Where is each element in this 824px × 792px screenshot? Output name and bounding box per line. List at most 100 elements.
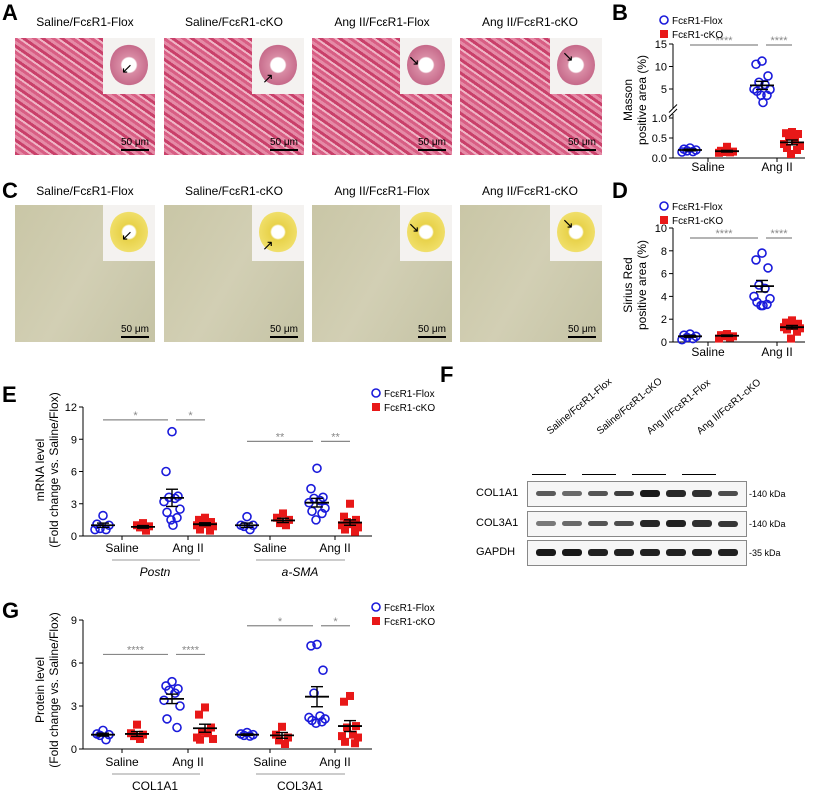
scale-bar-label: 50 μm: [121, 137, 149, 148]
blot-band: [562, 549, 582, 556]
significance-stars: *: [133, 410, 138, 422]
scale-bar: 50 μm: [568, 137, 596, 151]
data-point-cko: [349, 730, 357, 739]
scale-bar-label: 50 μm: [270, 137, 298, 148]
blot-band: [640, 549, 660, 556]
data-point-cko: [341, 737, 349, 746]
data-point-cko: [351, 527, 359, 536]
data-point-cko: [133, 720, 141, 729]
legend-flox-marker: [659, 201, 669, 211]
scale-bar: 50 μm: [270, 324, 298, 338]
data-point-flox: [162, 714, 172, 724]
x-tick-label: Ang II: [319, 755, 350, 769]
data-point-cko: [136, 734, 144, 743]
data-point-flox: [317, 508, 327, 519]
data-point-cko: [338, 521, 346, 530]
data-point-cko: [201, 703, 209, 712]
blot-strip-col3a1: [527, 511, 747, 537]
legend-flox-marker: [659, 15, 669, 25]
data-point-flox: [304, 712, 314, 723]
data-point-flox: [315, 711, 325, 721]
data-point-cko: [349, 520, 357, 529]
y-tick-label: 0: [71, 744, 77, 756]
data-point-cko: [785, 132, 793, 140]
y-tick-label: 0: [71, 531, 77, 543]
data-point-cko: [206, 526, 214, 535]
data-point-flox: [758, 300, 768, 311]
data-point-flox: [320, 503, 330, 513]
heart-cross-section: [259, 211, 297, 253]
x-tick-label: Saline: [691, 160, 725, 174]
blot-band: [692, 490, 712, 497]
blot-band: [640, 520, 660, 527]
heart-cross-section: [407, 211, 445, 253]
data-point-cko: [715, 148, 723, 157]
blot-band: [562, 491, 582, 496]
group-title: Ang II/FcεR1-Flox: [334, 184, 430, 198]
legend-cko-marker: [660, 30, 668, 38]
blot-band: [614, 490, 634, 497]
gene-label: a-SMA: [282, 565, 319, 579]
data-point-cko: [195, 710, 203, 719]
y-axis-title: positive area (%): [635, 240, 649, 330]
arrow-icon: ↘: [408, 52, 420, 68]
data-point-flox: [677, 147, 687, 157]
data-point-cko: [793, 327, 801, 336]
data-point-flox: [312, 463, 322, 474]
gene-label: COL3A1: [277, 779, 323, 792]
data-point-cko: [139, 519, 147, 528]
y-tick-label: 12: [65, 402, 77, 414]
y-tick-label: 0.0: [652, 153, 667, 165]
y-tick-label: 3: [71, 499, 77, 511]
data-point-flox: [242, 511, 252, 522]
y-tick-label: 1.0: [652, 113, 667, 125]
panel-label-e: E: [2, 382, 17, 407]
data-point-flox: [170, 688, 180, 698]
heart-section-inset: ↙: [103, 38, 155, 94]
arrow-icon: ↘: [562, 215, 574, 231]
y-axis-title: mRNA level: [33, 439, 47, 502]
data-point-flox: [315, 495, 325, 506]
data-point-flox: [168, 520, 178, 531]
significance-stars: *: [278, 616, 283, 628]
y-axis-title: (Fold change vs. Saline/Flox): [47, 612, 61, 767]
heart-cross-section: [407, 44, 445, 86]
data-point-cko: [209, 734, 217, 743]
group-title: Saline/FcεR1-Flox: [36, 15, 134, 29]
data-point-cko: [196, 525, 204, 534]
blot-band: [666, 549, 686, 556]
x-tick-label: Saline: [105, 755, 139, 769]
blot-band: [692, 520, 712, 527]
data-point-flox: [159, 695, 169, 706]
group-title: Saline/FcεR1-cKO: [184, 15, 284, 29]
x-tick-label: Saline: [253, 755, 287, 769]
data-point-cko: [201, 513, 209, 522]
blot-band: [536, 549, 556, 556]
legend-flox-label: FcεR1-Flox: [672, 16, 723, 27]
significance-stars: ****: [770, 35, 788, 47]
panel-label-g: G: [2, 598, 20, 623]
scale-bar-label: 50 μm: [418, 137, 446, 148]
y-tick-label: 0.5: [652, 133, 667, 145]
panel-label-b: B: [612, 0, 628, 25]
data-point-flox: [162, 507, 172, 518]
significance-stars: ****: [715, 35, 733, 47]
lane-group-line: [632, 474, 666, 475]
blot-row-label: COL3A1: [476, 517, 519, 529]
arrow-icon: ↗: [262, 237, 274, 253]
data-point-flox: [312, 639, 322, 650]
data-point-cko: [346, 691, 354, 700]
y-tick-label: 8: [661, 246, 667, 258]
molecular-weight-label: -35 kDa: [749, 548, 781, 558]
data-point-flox: [311, 515, 321, 525]
gene-label: COL1A1: [132, 779, 178, 792]
data-point-flox: [320, 714, 330, 724]
scale-bar-label: 50 μm: [568, 137, 596, 148]
y-tick-label: 5: [661, 84, 667, 96]
legend-cko-label: FcεR1-cKO: [672, 30, 723, 41]
blot-band: [588, 520, 608, 527]
scale-bar-label: 50 μm: [418, 324, 446, 335]
axis-break-mark: [668, 108, 678, 118]
significance-stars: **: [276, 431, 285, 443]
